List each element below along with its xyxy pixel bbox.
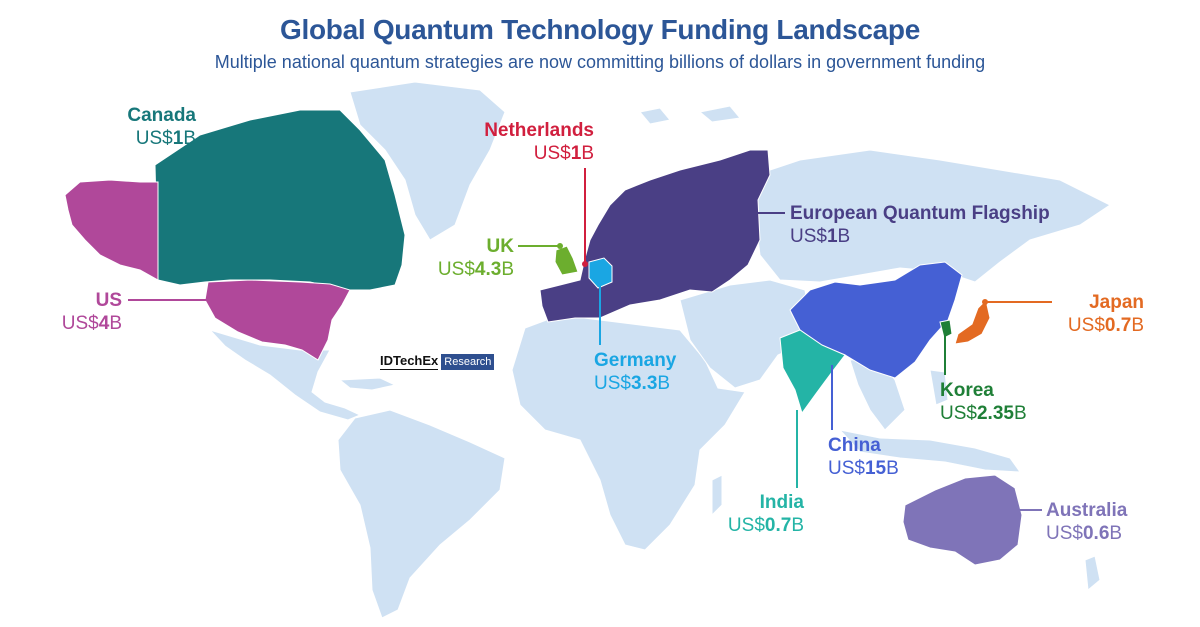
japan-dot bbox=[982, 299, 988, 305]
uk-name: UK bbox=[486, 236, 514, 257]
china-name: China bbox=[828, 435, 881, 456]
south-america-region bbox=[337, 409, 506, 619]
eu-name: European Quantum Flagship bbox=[790, 203, 1050, 224]
us-name: US bbox=[95, 290, 122, 311]
svalbard-region bbox=[698, 105, 741, 123]
uk-dot bbox=[557, 243, 563, 249]
germany-amount: US$3.3B bbox=[594, 372, 671, 394]
india-name: India bbox=[759, 492, 804, 513]
map-subtitle: Multiple national quantum strategies are… bbox=[214, 52, 986, 72]
netherlands-name: Netherlands bbox=[484, 120, 594, 141]
new-zealand-region bbox=[1084, 555, 1101, 591]
label-japan: Japan US$0.7B bbox=[1040, 292, 1144, 338]
india-amount: US$0.7B bbox=[727, 514, 804, 536]
label-australia: Australia US$0.6B bbox=[1046, 500, 1166, 546]
korea-amount: US$2.35B bbox=[940, 402, 1027, 424]
australia-amount: US$0.6B bbox=[1046, 522, 1123, 544]
netherlands-dot bbox=[582, 261, 588, 267]
greenland-region bbox=[349, 81, 506, 241]
label-netherlands: Netherlands US$1B bbox=[440, 120, 594, 166]
australia-name: Australia bbox=[1046, 500, 1128, 521]
canada-name: Canada bbox=[127, 105, 196, 126]
korea-dot bbox=[942, 323, 948, 329]
eu-amount: US$1B bbox=[790, 225, 851, 247]
leader-lines bbox=[128, 155, 1052, 511]
philippines-region bbox=[929, 369, 949, 406]
logo-tag: Research bbox=[441, 353, 495, 370]
germany-name: Germany bbox=[594, 350, 677, 371]
indonesia-region bbox=[838, 429, 1022, 473]
korea-name: Korea bbox=[940, 380, 994, 401]
leader-dots bbox=[557, 243, 988, 329]
label-germany: Germany US$3.3B bbox=[594, 350, 704, 396]
label-korea: Korea US$2.35B bbox=[940, 380, 1050, 426]
japan-name: Japan bbox=[1089, 292, 1144, 313]
germany-region bbox=[588, 257, 613, 289]
us-region bbox=[204, 279, 351, 361]
logo-brand: IDTechEx bbox=[380, 353, 439, 370]
madagascar-region bbox=[711, 474, 723, 517]
caribbean-region bbox=[338, 377, 397, 391]
label-uk: UK US$4.3B bbox=[410, 236, 514, 282]
arctic-islands-region bbox=[639, 107, 671, 125]
label-us: US US$4B bbox=[30, 290, 122, 336]
japan-amount: US$0.7B bbox=[1067, 314, 1144, 336]
map-title: Global Quantum Technology Funding Landsc… bbox=[280, 14, 920, 45]
netherlands-amount: US$1B bbox=[533, 142, 594, 164]
canada-amount: US$1B bbox=[135, 127, 196, 149]
japan-region bbox=[954, 299, 991, 345]
label-canada: Canada US$1B bbox=[96, 105, 196, 151]
uk-amount: US$4.3B bbox=[437, 258, 514, 280]
label-eu: European Quantum Flagship US$1B bbox=[790, 203, 1090, 249]
africa-region bbox=[511, 314, 746, 551]
us-amount: US$4B bbox=[61, 312, 122, 334]
india-region bbox=[779, 329, 846, 415]
australia-region bbox=[902, 474, 1023, 566]
idtechex-logo: IDTechEx Research bbox=[380, 353, 495, 370]
label-india: India US$0.7B bbox=[700, 492, 804, 538]
north-asia-region bbox=[739, 149, 1111, 283]
alaska-region bbox=[64, 179, 159, 281]
label-china: China US$15B bbox=[828, 435, 928, 481]
china-amount: US$15B bbox=[828, 457, 899, 479]
uk-region bbox=[554, 245, 579, 276]
